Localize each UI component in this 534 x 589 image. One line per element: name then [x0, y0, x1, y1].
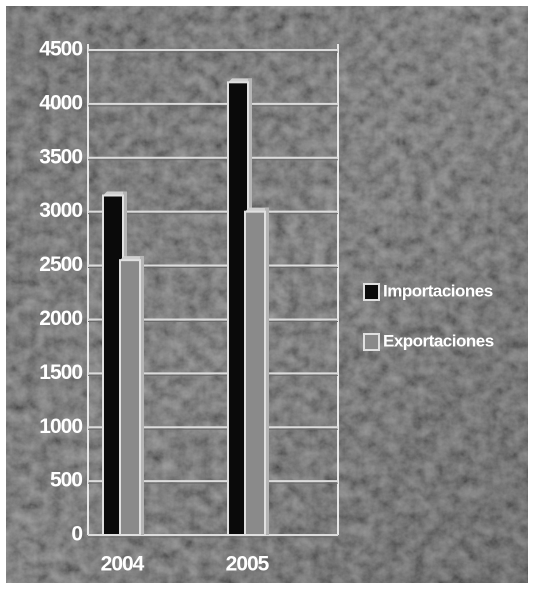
y-tick-label: 4500 — [39, 38, 82, 61]
legend-label: Importaciones — [383, 281, 493, 300]
y-tick-label: 2500 — [39, 253, 82, 276]
y-tick-label: 3000 — [39, 199, 82, 222]
y-tick-label: 1500 — [39, 361, 82, 384]
y-tick-label: 500 — [50, 469, 82, 492]
x-tick-label: 2004 — [101, 553, 145, 576]
bar — [119, 259, 141, 536]
x-tick-label: 2005 — [226, 553, 270, 576]
bar-side — [140, 256, 144, 535]
y-tick-label: 4000 — [39, 91, 82, 114]
y-tick-label: 2000 — [39, 307, 82, 330]
legend-label: Exportaciones — [383, 331, 494, 350]
bar — [244, 210, 266, 537]
y-tick-label: 1000 — [39, 415, 82, 438]
y-tick-label: 3500 — [39, 145, 82, 168]
legend-swatch — [363, 283, 380, 301]
bar-side — [265, 207, 269, 535]
y-tick-label: 0 — [71, 523, 82, 546]
legend-swatch — [363, 333, 380, 351]
